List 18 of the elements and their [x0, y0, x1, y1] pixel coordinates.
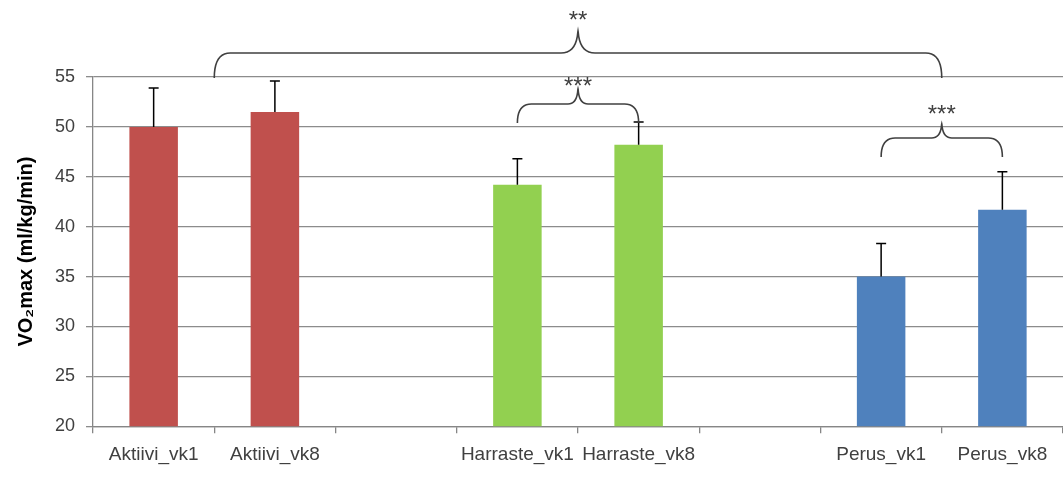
y-tick-label: 40	[54, 215, 76, 236]
y-axis-title: VO₂max (ml/kg/min)	[13, 156, 36, 347]
x-tick-label: Harraste_vk1	[460, 442, 574, 465]
annotation: ***	[564, 71, 593, 99]
text: **	[568, 5, 588, 33]
y-tick-label: 50	[54, 115, 76, 136]
x-tick-label: Perus_vk1	[836, 442, 927, 465]
x-tick-label: Aktiivi_vk8	[230, 442, 320, 465]
y-tick-label: 20	[54, 415, 76, 436]
y-tick-label: 45	[54, 165, 76, 186]
x-tick-label: Perus_vk8	[957, 442, 1048, 465]
y-tick-label: 35	[54, 265, 76, 286]
x-tick-label: Aktiivi_vk1	[108, 442, 199, 465]
y-tick-label: 30	[54, 315, 76, 336]
y-tick-label: 25	[54, 365, 76, 386]
annotation: ***	[927, 99, 956, 127]
x-tick-label: Harraste_vk8	[582, 442, 696, 465]
y-tick-label: 55	[54, 65, 76, 86]
